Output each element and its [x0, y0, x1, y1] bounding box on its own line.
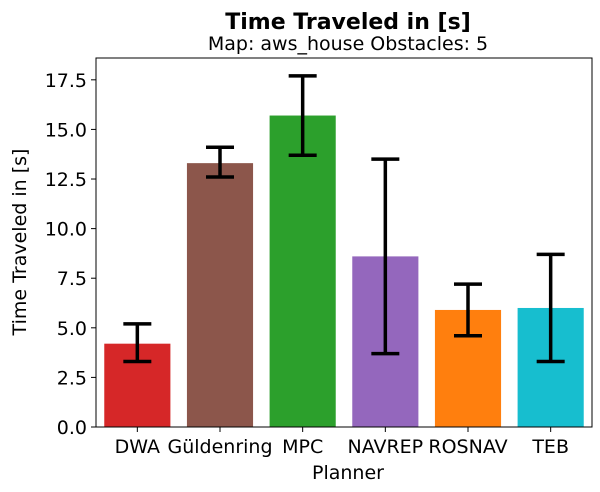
- y-tick-label-6: 15.0: [45, 119, 87, 141]
- x-tick-label-3: NAVREP: [347, 436, 423, 458]
- plot-frame: [95, 57, 593, 428]
- y-tick-label-2: 5.0: [57, 318, 87, 340]
- error-bars-group: [123, 74, 565, 364]
- y-tick-label-7: 17.5: [45, 70, 87, 92]
- x-tick-label-1: Güldenring: [167, 436, 272, 458]
- y-tick-label-5: 12.5: [45, 169, 87, 191]
- y-tick-label-1: 2.5: [57, 367, 87, 389]
- x-tick-label-2: MPC: [282, 436, 323, 458]
- bars-group: [104, 115, 584, 428]
- y-tick-label-4: 10.0: [45, 219, 87, 241]
- y-axis-label: Time Traveled in [s]: [9, 149, 31, 337]
- x-axis-ticks: DWA Güldenring MPC NAVREP ROSNAV TEB: [115, 427, 569, 458]
- y-axis-ticks: 0.0 2.5 5.0 7.5 10.0 12.5 15.0 17.5: [45, 70, 96, 439]
- y-tick-label-3: 7.5: [57, 268, 87, 290]
- chart-title: Time Traveled in [s]: [225, 10, 471, 35]
- bar-2: [269, 115, 336, 427]
- bar-1: [186, 163, 254, 428]
- x-tick-label-4: ROSNAV: [428, 436, 507, 458]
- chart-subtitle: Map: aws_house Obstacles: 5: [208, 33, 488, 55]
- x-tick-label-5: TEB: [531, 436, 569, 458]
- y-tick-label-0: 0.0: [57, 417, 87, 439]
- x-axis-label: Planner: [312, 462, 384, 484]
- x-tick-label-0: DWA: [115, 436, 160, 458]
